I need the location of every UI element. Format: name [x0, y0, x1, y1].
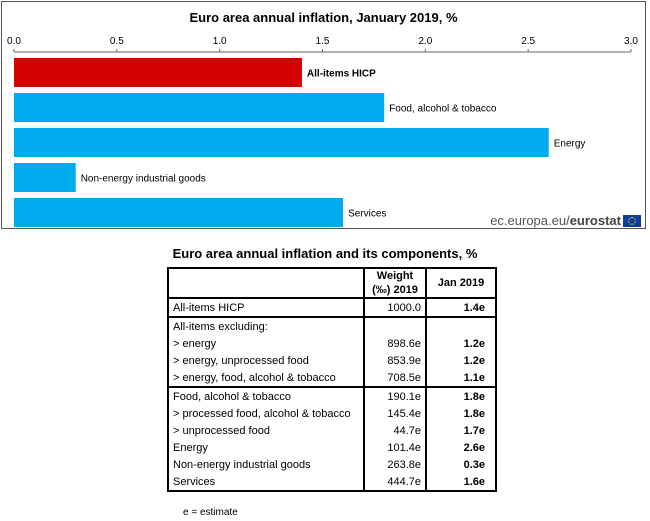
x-tick-label: 1.5	[316, 36, 330, 47]
x-tick-label: 2.0	[418, 36, 432, 47]
row-weight: 263.8e	[363, 456, 426, 473]
row-weight: 101.4e	[363, 439, 426, 456]
row-weight: 898.6e	[363, 335, 426, 352]
x-tick-label: 0.5	[110, 36, 124, 47]
bar-label: Non-energy industrial goods	[81, 174, 206, 185]
header-label-cell	[168, 268, 364, 299]
row-label: Non-energy industrial goods	[173, 458, 311, 471]
row-weight: 1000.0	[363, 298, 426, 317]
row-value: 1.4e	[425, 298, 496, 317]
row-value: 1.1e	[425, 369, 496, 387]
bar	[14, 198, 344, 227]
row-value: 1.7e	[425, 422, 496, 439]
row-label: All-items excluding:	[168, 316, 364, 335]
row-label: Services	[173, 475, 216, 488]
source-label: ec.europa.eu/eurostat	[490, 213, 621, 228]
table-row: > energy, food, alcohol & tobacco 708.5e 1…	[168, 369, 496, 387]
eu-flag-icon	[623, 215, 641, 227]
row-label: > energy	[173, 337, 217, 350]
header-jan: Jan 2019	[425, 268, 496, 299]
row-label: All-items HICP	[173, 301, 245, 314]
x-tick-label: 3.0	[624, 36, 638, 47]
table-row: Services 444.7e 1.6e	[168, 473, 496, 491]
bar-chart: 0.0 0.5 1.0 1.5 2.0 2.5 3.0 All-items HICP Food,…	[7, 36, 638, 227]
bar	[14, 58, 302, 87]
row-value: 1.8e	[425, 386, 496, 405]
row-weight: 444.7e	[363, 473, 426, 491]
row-label: Food, alcohol & tobacco	[168, 386, 364, 405]
table-row: > processed food, alcohol & tobacco 145.4…	[168, 405, 496, 422]
table-row: All-items HICP 1000.0 1.4e	[168, 298, 496, 317]
table-row: > unprocessed food 44.7e 1.7e	[168, 422, 496, 439]
row-value: 1.2e	[425, 352, 496, 369]
source-prefix: ec.europa.eu/	[490, 213, 570, 228]
row-value: 0.3e	[425, 456, 496, 473]
row-label: > processed food, alcohol & tobacco	[173, 407, 351, 420]
table-row: Food, alcohol & tobacco 190.1e 1.8e	[168, 386, 496, 405]
table-row: > energy 898.6e 1.2e	[168, 335, 496, 352]
row-label: > energy, food, alcohol & tobacco	[173, 371, 336, 384]
table-title: Euro area annual inflation and its compo…	[172, 246, 478, 261]
source-brand: eurostat	[569, 213, 621, 228]
row-weight: 708.5e	[363, 369, 426, 387]
row-weight	[363, 316, 426, 335]
x-tick-label: 0.0	[7, 36, 21, 47]
row-weight: 145.4e	[363, 405, 426, 422]
bar	[14, 128, 549, 157]
footnote: e = estimate	[183, 507, 238, 518]
row-value: 1.6e	[425, 473, 496, 491]
table-header-row: Weight (‰) 2019 Jan 2019	[168, 268, 496, 299]
row-weight: 853.9e	[363, 352, 426, 369]
bar-label: All-items HICP	[307, 69, 376, 80]
row-label: Energy	[173, 441, 208, 454]
x-tick-label: 1.0	[213, 36, 227, 47]
bar-label: Food, alcohol & tobacco	[389, 104, 497, 115]
row-weight: 44.7e	[363, 422, 426, 439]
bar-label: Energy	[554, 139, 586, 150]
bar-label: Services	[348, 209, 386, 220]
chart-frame: Euro area annual inflation, January 2019…	[1, 1, 646, 229]
x-tick-label: 2.5	[521, 36, 535, 47]
components-table: Weight (‰) 2019 Jan 2019 All-items HICP 1…	[167, 267, 497, 492]
table-row: Non-energy industrial goods 263.8e 0.3e	[168, 456, 496, 473]
table-row: > energy, unprocessed food 853.9e 1.2e	[168, 352, 496, 369]
header-weight: Weight (‰) 2019	[363, 268, 426, 299]
row-label: > unprocessed food	[173, 424, 270, 437]
row-weight: 190.1e	[363, 386, 426, 405]
table-row: All-items excluding:	[168, 316, 496, 335]
row-label: > energy, unprocessed food	[173, 354, 309, 367]
row-value: 1.2e	[425, 335, 496, 352]
row-value: 2.6e	[425, 439, 496, 456]
bar	[14, 163, 76, 192]
row-value	[425, 316, 496, 335]
bar	[14, 93, 385, 122]
row-value: 1.8e	[425, 405, 496, 422]
table-row: Energy 101.4e 2.6e	[168, 439, 496, 456]
chart-title: Euro area annual inflation, January 2019…	[189, 10, 458, 25]
